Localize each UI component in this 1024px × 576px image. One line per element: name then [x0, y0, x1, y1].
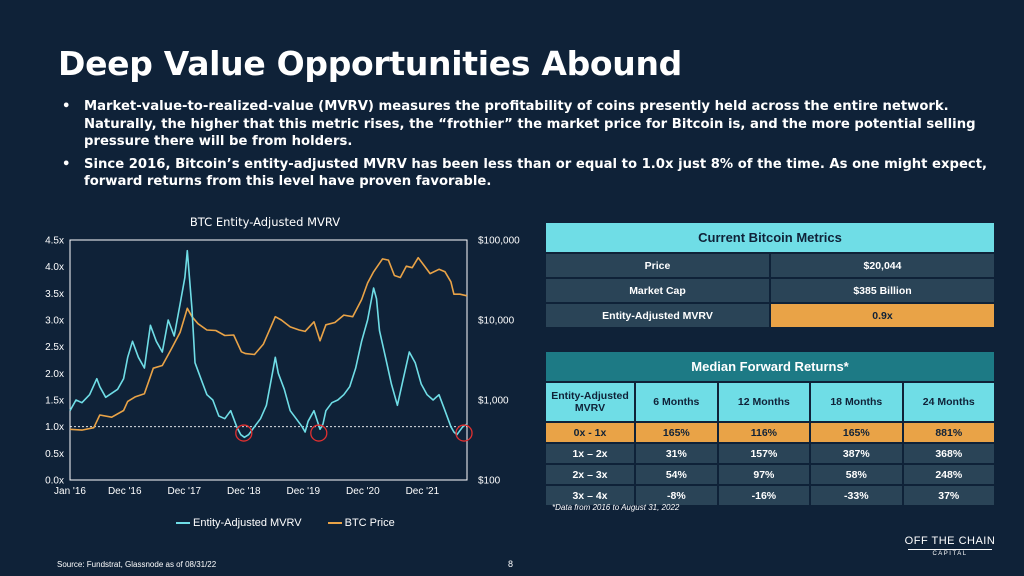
return-cell: 116%	[718, 423, 810, 442]
x-tick-label: Dec '18	[227, 486, 261, 497]
source-note: Source: Fundstrat, Glassnode as of 08/31…	[57, 560, 217, 569]
range-cell: 0x - 1x	[546, 423, 634, 442]
highlight-circle	[455, 424, 473, 442]
metric-value: $385 Billion	[771, 279, 994, 302]
y-left-tick-label: 2.0x	[45, 369, 64, 380]
return-cell: 368%	[903, 444, 994, 463]
return-cell: -33%	[811, 486, 902, 505]
legend-label: Entity-Adjusted MVRV	[193, 517, 302, 529]
table-header-row: Entity-Adjusted MVRV 6 Months 12 Months 1…	[546, 383, 994, 421]
return-cell: -16%	[718, 486, 810, 505]
page-number: 8	[508, 559, 514, 569]
y-left-tick-label: 0.0x	[45, 476, 64, 487]
legend-item-btc: BTC Price	[327, 517, 395, 529]
metric-value: $20,044	[771, 254, 994, 277]
series-line-btc-price	[69, 256, 468, 431]
return-cell: 248%	[903, 465, 994, 484]
metrics-title: Current Bitcoin Metrics	[546, 223, 994, 252]
return-cell: 165%	[636, 423, 717, 442]
legend-item-mvrv: Entity-Adjusted MVRV	[176, 517, 302, 529]
table-row: 0x - 1x 165% 116% 165% 881%	[546, 423, 994, 442]
column-header: Entity-Adjusted MVRV	[546, 383, 634, 421]
series-line-mvrv	[69, 249, 468, 439]
range-cell: 3x – 4x	[546, 486, 634, 505]
table-row: Market Cap $385 Billion	[546, 279, 994, 302]
return-cell: 881%	[903, 423, 994, 442]
return-cell: 58%	[811, 465, 902, 484]
return-cell: 157%	[718, 444, 810, 463]
y-right-tick-label: $100	[478, 476, 501, 487]
chart-title: BTC Entity-Adjusted MVRV	[189, 215, 341, 229]
metric-value-highlight: 0.9x	[771, 304, 994, 327]
x-tick-label: Dec '16	[108, 486, 142, 497]
return-cell: 97%	[718, 465, 810, 484]
y-right-tick-label: $100,000	[478, 236, 520, 247]
table-row: 2x – 3x 54% 97% 58% 248%	[546, 465, 994, 484]
return-cell: 387%	[811, 444, 902, 463]
metric-label: Market Cap	[546, 279, 769, 302]
column-header: 24 Months	[903, 383, 994, 421]
logo-rule	[908, 549, 992, 550]
table-row: Entity-Adjusted MVRV 0.9x	[546, 304, 994, 327]
return-cell: 37%	[903, 486, 994, 505]
return-cell: 31%	[636, 444, 717, 463]
x-tick-label: Dec '21	[406, 486, 440, 497]
y-left-tick-label: 1.5x	[45, 396, 64, 407]
x-tick-label: Dec '17	[167, 486, 201, 497]
y-left-tick-label: 3.0x	[45, 316, 64, 327]
table-row: 3x – 4x -8% -16% -33% 37%	[546, 486, 994, 505]
y-right-tick-label: $10,000	[478, 316, 515, 327]
legend-swatch-btc	[327, 522, 342, 525]
column-header: 6 Months	[636, 383, 717, 421]
table-footnote: *Data from 2016 to August 31, 2022	[552, 503, 680, 512]
bullet-list: Market-value-to-realized-value (MVRV) me…	[60, 98, 990, 196]
return-cell: -8%	[636, 486, 717, 505]
bullet-item: Since 2016, Bitcoin’s entity-adjusted MV…	[60, 156, 990, 191]
logo-text: OFF THE CHAIN	[904, 535, 996, 547]
chart-legend: Entity-Adjusted MVRV BTC Price	[176, 517, 395, 529]
return-cell: 54%	[636, 465, 717, 484]
x-tick-label: Dec '19	[287, 486, 321, 497]
current-metrics-table: Current Bitcoin Metrics Price $20,044 Ma…	[544, 221, 996, 329]
range-cell: 1x – 2x	[546, 444, 634, 463]
returns-title: Median Forward Returns*	[546, 352, 994, 381]
table-row: Price $20,044	[546, 254, 994, 277]
y-left-tick-label: 3.5x	[45, 289, 64, 300]
forward-returns-table: Median Forward Returns* Entity-Adjusted M…	[544, 350, 996, 507]
x-tick-label: Jan '16	[54, 486, 86, 497]
company-logo: OFF THE CHAIN CAPITAL	[900, 535, 1000, 557]
bullet-item: Market-value-to-realized-value (MVRV) me…	[60, 98, 990, 151]
y-right-tick-label: $1,000	[478, 396, 509, 407]
table-row: 1x – 2x 31% 157% 387% 368%	[546, 444, 994, 463]
x-tick-label: Dec '20	[346, 486, 380, 497]
slide-title: Deep Value Opportunities Abound	[58, 44, 683, 83]
column-header: 18 Months	[811, 383, 902, 421]
legend-label: BTC Price	[344, 517, 395, 529]
y-left-tick-label: 4.5x	[45, 236, 64, 247]
return-cell: 165%	[811, 423, 902, 442]
logo-subtext: CAPITAL	[932, 551, 968, 557]
y-left-tick-label: 1.0x	[45, 422, 64, 433]
y-left-tick-label: 0.5x	[45, 449, 64, 460]
legend-swatch-mvrv	[176, 522, 190, 525]
column-header: 12 Months	[718, 383, 810, 421]
y-left-tick-label: 2.5x	[45, 342, 64, 353]
highlight-circle	[235, 424, 253, 442]
plot-frame	[69, 239, 468, 481]
metric-label: Price	[546, 254, 769, 277]
range-cell: 2x – 3x	[546, 465, 634, 484]
y-left-tick-label: 4.0x	[45, 262, 64, 273]
highlight-circle	[310, 424, 328, 442]
metric-label: Entity-Adjusted MVRV	[546, 304, 769, 327]
